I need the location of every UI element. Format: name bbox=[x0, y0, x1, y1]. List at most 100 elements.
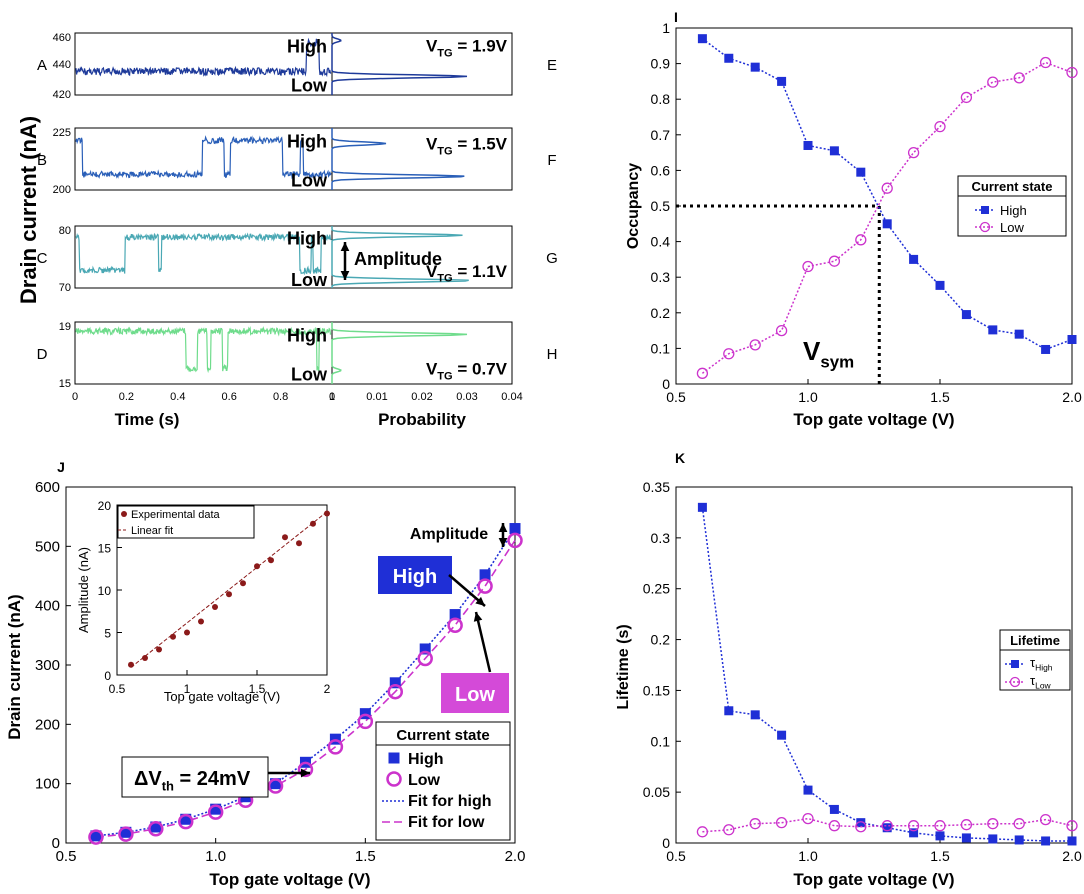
occupancy-high-point bbox=[856, 167, 866, 177]
lifetime-high-point bbox=[1014, 835, 1024, 845]
drain-low-box-label: Low bbox=[455, 684, 495, 706]
lifetime-low-point bbox=[987, 818, 999, 830]
lifetime-low-point bbox=[1013, 818, 1025, 830]
inset-point bbox=[254, 563, 260, 570]
lifetime-ytick-2: 0.1 bbox=[651, 733, 671, 749]
occupancy-low-point bbox=[696, 367, 709, 379]
occupancy-ytick-5: 0.5 bbox=[651, 198, 671, 214]
occupancy-low-point bbox=[1013, 72, 1025, 84]
drain-high-box bbox=[378, 556, 452, 594]
drain-amplitude-arrow bbox=[498, 523, 508, 547]
hist-xtick-3: 0.03 bbox=[456, 391, 477, 403]
inset-point bbox=[198, 618, 204, 625]
lifetime-legend-high-marker bbox=[1011, 660, 1019, 668]
hist-panel-H-vtg: VTG = 0.7V bbox=[426, 360, 508, 383]
inset-point bbox=[128, 661, 134, 668]
occupancy-ytick-2: 0.2 bbox=[651, 305, 671, 321]
occupancy-ytick-9: 0.9 bbox=[651, 56, 671, 72]
occupancy-low-point bbox=[749, 339, 761, 351]
occupancy-legend-high-label: High bbox=[1000, 203, 1027, 218]
occupancy-high-point bbox=[829, 146, 839, 156]
inset-point bbox=[226, 591, 232, 598]
drain-legend-low-marker bbox=[386, 771, 402, 787]
hist-panel-E-curve bbox=[331, 33, 468, 95]
drain-xtick-3: 2.0 bbox=[505, 848, 526, 865]
drain-low-point bbox=[357, 713, 374, 730]
drain-legend-title: Current state bbox=[396, 727, 489, 744]
occupancy-ytick-0: 0 bbox=[662, 376, 670, 392]
occupancy-low-point bbox=[802, 260, 814, 273]
inset-xtick-0: 0.5 bbox=[109, 682, 126, 696]
hist-panel-F-label: F bbox=[547, 152, 556, 169]
trace-panel-B-signal bbox=[75, 135, 332, 180]
drain-low-point bbox=[387, 683, 404, 700]
occupancy-low-point bbox=[775, 324, 788, 337]
lifetime-low-point bbox=[960, 819, 973, 831]
drain-ytick-4: 400 bbox=[35, 598, 60, 615]
drain-xtick-0: 0.5 bbox=[56, 848, 77, 865]
drain-ytick-2: 200 bbox=[35, 716, 60, 733]
occupancy-ytick-1: 0.1 bbox=[651, 340, 671, 356]
inset-legend bbox=[117, 505, 255, 539]
trace-xtick-5: 1 bbox=[329, 391, 335, 403]
trace-panel-A-label: A bbox=[37, 57, 47, 74]
drain-low-arrow-head bbox=[473, 612, 483, 622]
drain-amplitude-arrow-head bbox=[498, 537, 508, 547]
trace-panel-B-ytick-top: 225 bbox=[53, 127, 71, 139]
lifetime-ytick-7: 0.35 bbox=[643, 479, 670, 495]
delta-vth-label: ΔVth = 24mV bbox=[134, 768, 251, 794]
occupancy-low-point bbox=[881, 182, 893, 194]
lifetime-xtick-2: 1.5 bbox=[930, 848, 950, 864]
drain-low-point bbox=[417, 650, 433, 667]
panel-label-i: I bbox=[674, 9, 678, 25]
lifetime-high-point bbox=[777, 730, 787, 740]
occupancy-legend-high-marker bbox=[981, 206, 989, 214]
drain-high-arrow-head bbox=[475, 596, 485, 606]
lifetime-ytick-5: 0.25 bbox=[643, 581, 670, 597]
occupancy-legend-low-marker bbox=[979, 221, 991, 233]
occupancy-high-point bbox=[803, 140, 813, 150]
lifetime-high-point bbox=[961, 833, 971, 843]
drain-low-point bbox=[477, 578, 493, 594]
drain-low-point bbox=[267, 778, 284, 794]
delta-vth-arrow bbox=[268, 768, 310, 778]
inset-ytick-3: 15 bbox=[98, 542, 112, 556]
hist-panel-G-label: G bbox=[546, 250, 558, 267]
lifetime-low-point bbox=[1066, 820, 1078, 832]
hist-panel-G-vtg: VTG = 1.1V bbox=[426, 262, 508, 285]
drain-low-point bbox=[118, 826, 134, 842]
occupancy-high-point bbox=[935, 280, 945, 290]
trace-panel-A-ytick-top: 460 bbox=[53, 32, 71, 44]
panel-label-k: K bbox=[675, 450, 685, 466]
drain-ytick-3: 300 bbox=[35, 657, 60, 674]
hist-panel-G-high-label: High bbox=[287, 228, 327, 248]
drain-legend-high-label: High bbox=[408, 751, 444, 768]
inset-point bbox=[268, 557, 274, 564]
lifetime-xlabel: Top gate voltage (V) bbox=[793, 870, 954, 889]
hist-panel-E-label: E bbox=[547, 57, 557, 74]
drain-low-point bbox=[327, 739, 344, 755]
occupancy-low-point bbox=[723, 348, 735, 360]
occupancy-low-point bbox=[855, 234, 867, 246]
lifetime-xtick-3: 2.0 bbox=[1062, 848, 1082, 864]
hist-panel-F-vtg: VTG = 1.5V bbox=[426, 135, 508, 158]
inset-point bbox=[282, 534, 288, 541]
drain-high-point bbox=[389, 677, 401, 689]
occupancy-legend-title: Current state bbox=[972, 179, 1053, 194]
drain-low-point bbox=[507, 532, 523, 549]
inset-legend-exp-marker bbox=[121, 511, 127, 517]
lifetime-low-point bbox=[881, 820, 893, 832]
lifetime-high-point bbox=[935, 831, 945, 841]
hist-panel-F-low-label: Low bbox=[291, 171, 328, 191]
drain-fit-low bbox=[95, 539, 516, 838]
drain-high-box-label: High bbox=[393, 566, 437, 588]
inset-ytick-4: 20 bbox=[98, 499, 112, 513]
trace-panel-C-ytick-top: 80 bbox=[59, 225, 71, 237]
lifetime-ytick-4: 0.2 bbox=[651, 632, 671, 648]
lifetime-xtick-0: 0.5 bbox=[666, 848, 686, 864]
inset-ylabel: Amplitude (nA) bbox=[76, 547, 91, 633]
trace-xtick-3: 0.6 bbox=[222, 391, 237, 403]
occupancy-ylabel: Occupancy bbox=[625, 163, 642, 249]
delta-vth-arrow-head bbox=[300, 768, 310, 778]
occupancy-high-point bbox=[724, 53, 734, 63]
